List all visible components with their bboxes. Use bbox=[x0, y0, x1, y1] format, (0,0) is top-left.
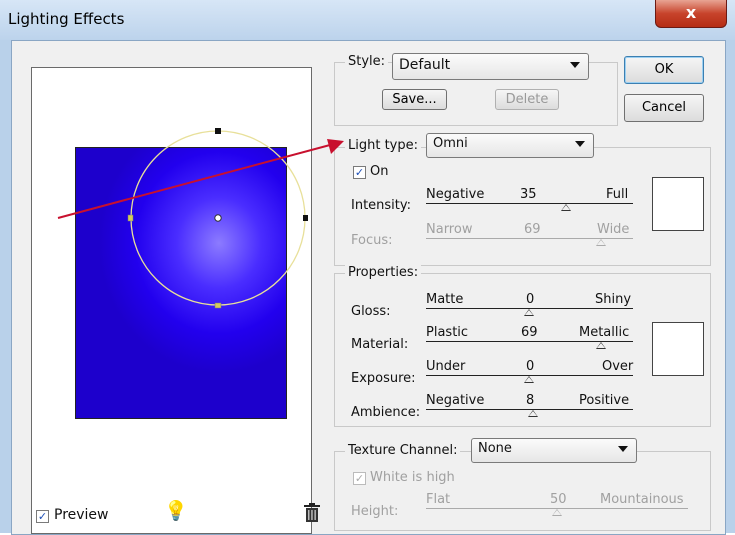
ellipse-handle-right bbox=[303, 215, 308, 221]
light-type-value: Omni bbox=[433, 136, 468, 151]
chevron-down-icon bbox=[618, 446, 628, 452]
material-max: Metallic bbox=[579, 325, 630, 340]
texture-channel-value: None bbox=[478, 441, 512, 456]
light-type-label: Light type: bbox=[345, 138, 421, 153]
height-slider-track[interactable] bbox=[426, 508, 688, 509]
trash-icon[interactable] bbox=[303, 503, 321, 523]
intensity-label: Intensity: bbox=[351, 198, 412, 213]
window-title: Lighting Effects bbox=[8, 10, 125, 28]
cancel-button[interactable]: Cancel bbox=[624, 94, 704, 122]
ambience-value: 8 bbox=[526, 393, 535, 408]
style-label: Style: bbox=[345, 54, 389, 69]
light-on-checkbox[interactable]: ✓ bbox=[353, 166, 366, 179]
exposure-label: Exposure: bbox=[351, 371, 416, 386]
ellipse-handle-top bbox=[215, 128, 221, 134]
material-min: Plastic bbox=[426, 325, 469, 340]
material-value: 69 bbox=[521, 325, 538, 340]
light-type-dropdown[interactable]: Omni bbox=[426, 133, 594, 158]
ellipse-handle-left bbox=[127, 214, 134, 222]
chevron-down-icon bbox=[570, 62, 580, 68]
delete-button[interactable]: Delete bbox=[495, 89, 559, 110]
dialog-client: ✓ Preview 💡 Style: Default Save... Delet… bbox=[11, 40, 726, 535]
title-bar: Lighting Effects x bbox=[0, 0, 735, 40]
gloss-slider-thumb[interactable] bbox=[524, 309, 534, 316]
gloss-value: 0 bbox=[526, 292, 535, 307]
focus-slider-track[interactable] bbox=[426, 238, 633, 239]
style-value: Default bbox=[399, 57, 451, 73]
gloss-slider-track[interactable] bbox=[426, 308, 633, 309]
texture-group bbox=[334, 451, 711, 531]
ambience-slider-thumb[interactable] bbox=[528, 410, 538, 417]
height-max: Mountainous bbox=[600, 492, 684, 507]
white-is-high-checkbox[interactable]: ✓ bbox=[353, 472, 366, 485]
gloss-max: Shiny bbox=[595, 292, 632, 307]
material-slider-thumb[interactable] bbox=[596, 342, 606, 349]
white-is-high-label: White is high bbox=[370, 470, 455, 485]
intensity-slider-thumb[interactable] bbox=[561, 204, 571, 211]
ellipse-handle-bottom bbox=[214, 302, 222, 309]
texture-channel-dropdown[interactable]: None bbox=[471, 438, 637, 463]
intensity-min: Negative bbox=[426, 187, 485, 202]
height-value: 50 bbox=[550, 492, 567, 507]
ambience-max: Positive bbox=[579, 393, 630, 408]
light-color-swatch[interactable] bbox=[652, 177, 704, 231]
exposure-value: 0 bbox=[526, 359, 535, 374]
chevron-down-icon bbox=[575, 141, 585, 147]
focus-label: Focus: bbox=[351, 233, 393, 248]
material-color-swatch[interactable] bbox=[652, 322, 704, 376]
ambience-label: Ambience: bbox=[351, 405, 421, 420]
texture-channel-label: Texture Channel: bbox=[345, 443, 461, 458]
properties-group bbox=[334, 273, 711, 427]
gloss-min: Matte bbox=[426, 292, 464, 307]
exposure-min: Under bbox=[426, 359, 466, 374]
intensity-max: Full bbox=[606, 187, 629, 202]
exposure-slider-thumb[interactable] bbox=[524, 376, 534, 383]
material-label: Material: bbox=[351, 337, 409, 352]
height-label: Height: bbox=[351, 504, 399, 519]
preview-label: Preview bbox=[54, 507, 109, 523]
preview-canvas[interactable] bbox=[31, 67, 312, 534]
light-center-handle bbox=[214, 214, 222, 222]
light-ellipse[interactable] bbox=[32, 68, 311, 533]
save-button[interactable]: Save... bbox=[382, 89, 447, 110]
material-slider-track[interactable] bbox=[426, 341, 633, 342]
height-slider-thumb[interactable] bbox=[552, 509, 562, 516]
focus-min: Narrow bbox=[426, 222, 473, 237]
ambience-slider-track[interactable] bbox=[426, 409, 633, 410]
ok-button[interactable]: OK bbox=[624, 56, 704, 84]
height-min: Flat bbox=[426, 492, 451, 507]
properties-title: Properties: bbox=[345, 265, 422, 280]
close-button[interactable]: x bbox=[655, 0, 727, 28]
intensity-slider-track[interactable] bbox=[426, 203, 633, 204]
ambience-min: Negative bbox=[426, 393, 485, 408]
focus-value: 69 bbox=[524, 222, 541, 237]
gloss-label: Gloss: bbox=[351, 304, 391, 319]
focus-slider-thumb[interactable] bbox=[596, 239, 606, 246]
exposure-max: Over bbox=[602, 359, 634, 374]
focus-max: Wide bbox=[597, 222, 630, 237]
light-on-label: On bbox=[370, 164, 389, 179]
light-bulb-icon[interactable]: 💡 bbox=[164, 500, 188, 522]
preview-checkbox[interactable]: ✓ bbox=[36, 510, 49, 523]
style-dropdown[interactable]: Default bbox=[392, 53, 589, 80]
intensity-value: 35 bbox=[520, 187, 537, 202]
exposure-slider-track[interactable] bbox=[426, 375, 633, 376]
